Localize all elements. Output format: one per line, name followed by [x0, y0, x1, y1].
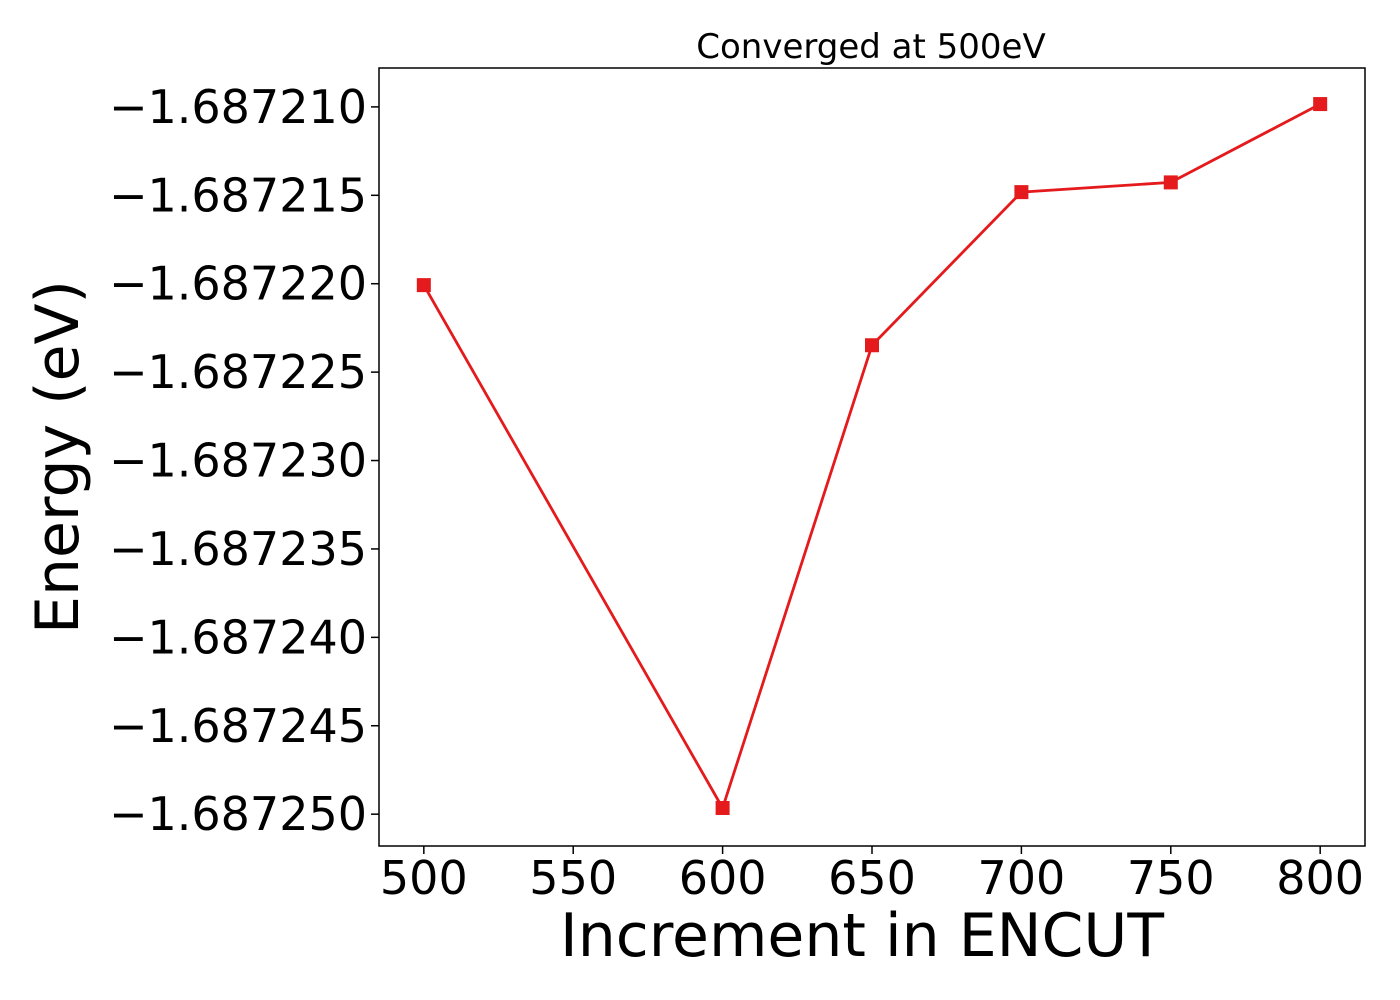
y-axis-label: Energy (eV): [23, 280, 93, 634]
data-point-marker: [416, 278, 431, 293]
x-axis: 500 550 600 650 700 750 800: [380, 846, 1364, 905]
data-point-marker: [1313, 97, 1328, 112]
x-tick-label: 800: [1276, 851, 1364, 905]
x-tick-label: 550: [529, 851, 617, 905]
y-axis: −1.687210 −1.687215 −1.687220 −1.687225 −1.6…: [109, 80, 379, 841]
series-energy: [416, 97, 1328, 815]
y-tick-label: −1.687210: [109, 80, 367, 134]
y-tick-label: −1.687250: [109, 787, 367, 841]
y-tick-label: −1.687230: [109, 434, 367, 488]
chart-title: Converged at 500eV: [696, 27, 1045, 67]
y-tick-label: −1.687245: [109, 699, 367, 753]
x-tick-label: 500: [380, 851, 468, 905]
y-tick-label: −1.687225: [109, 345, 367, 399]
x-tick-label: 600: [679, 851, 767, 905]
data-point-marker: [865, 338, 879, 353]
x-tick-label: 650: [828, 851, 916, 905]
x-axis-label: Increment in ENCUT: [560, 901, 1164, 971]
y-tick-label: −1.687215: [109, 168, 367, 222]
series-line: [422, 102, 1321, 812]
y-tick-label: −1.687240: [109, 610, 367, 664]
x-tick-label: 750: [1127, 851, 1215, 905]
data-point-marker: [715, 800, 730, 815]
data-point-marker: [1014, 185, 1029, 200]
plot-area-frame: [378, 67, 1366, 847]
y-tick-label: −1.687220: [109, 257, 367, 311]
y-tick-label: −1.687235: [109, 522, 367, 576]
x-tick-label: 700: [977, 851, 1065, 905]
data-point-marker: [1163, 175, 1178, 190]
